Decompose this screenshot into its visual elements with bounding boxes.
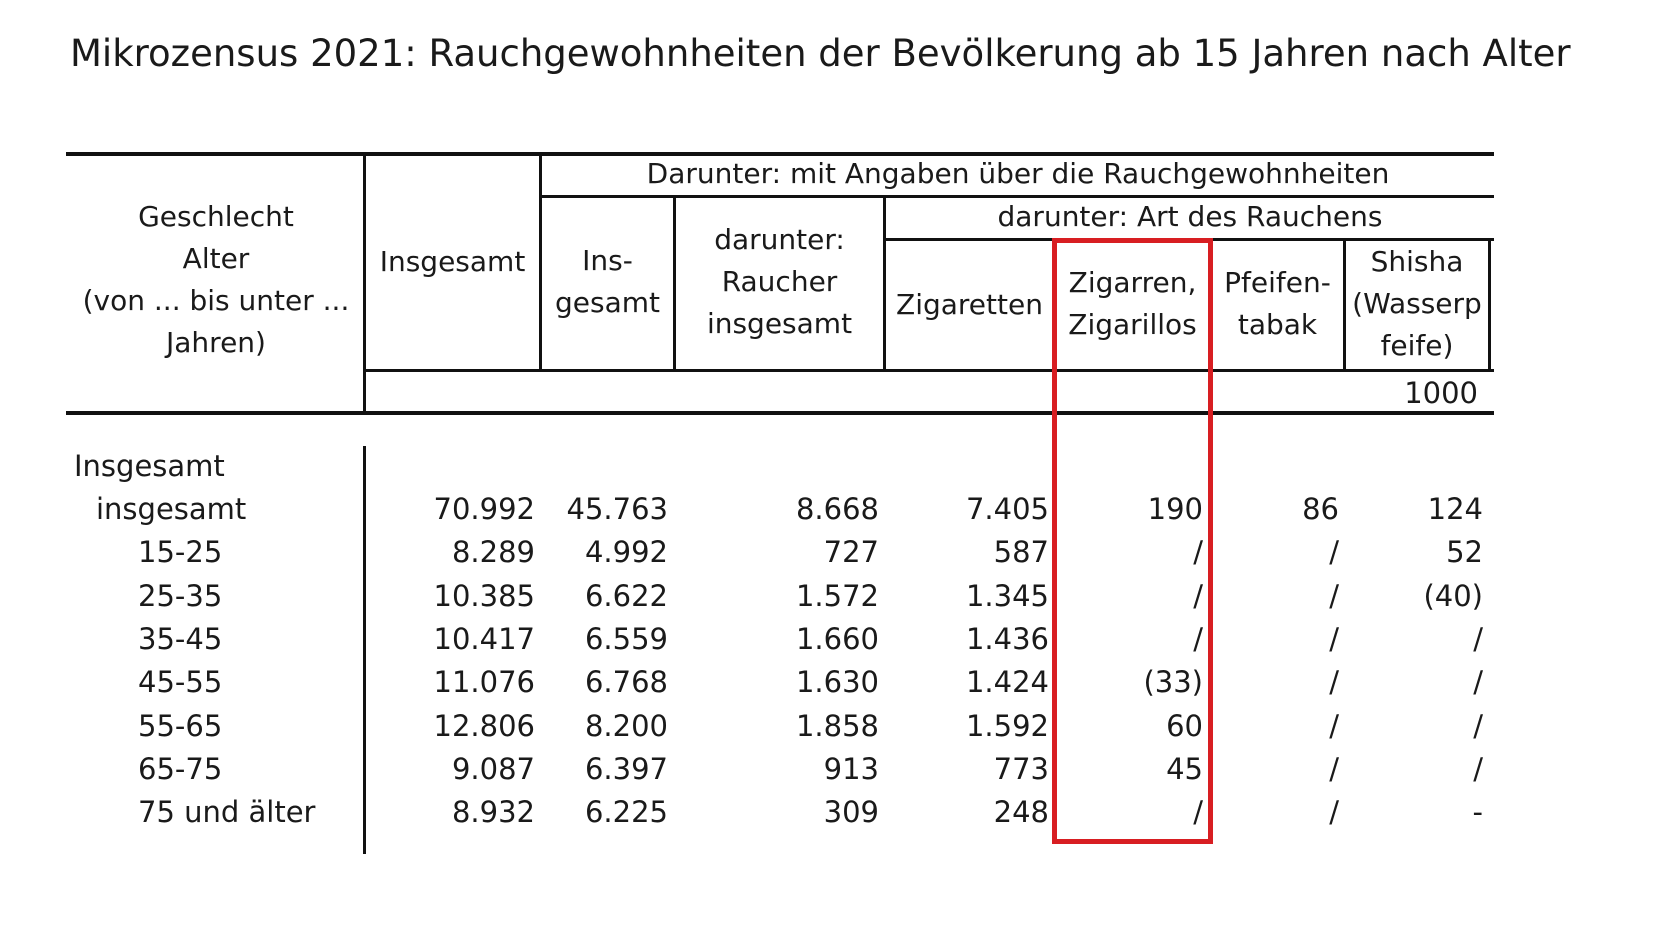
table-cell: 124 [1427, 492, 1483, 526]
unit-label: 1000 [1404, 376, 1478, 410]
table-cell: / [1329, 621, 1339, 656]
table-cell: 8.200 [584, 708, 668, 743]
table-cell: 60 [1166, 708, 1203, 743]
table-cell: 1.572 [795, 578, 879, 613]
col-divider-insgesamt [539, 152, 542, 372]
unit-rule [363, 369, 1494, 372]
table-cell: / [1193, 795, 1203, 830]
row-label: 35-45 [138, 621, 223, 656]
table-cell: / [1329, 708, 1339, 743]
header-ins-gesamt: Ins- gesamt [555, 244, 660, 319]
table-cell: 52 [1446, 535, 1483, 570]
table-cell: 309 [823, 795, 879, 830]
row-label: 75 und älter [138, 795, 316, 830]
table-cell: 6.768 [584, 665, 668, 700]
group-top-rule [539, 195, 1494, 198]
table-cell: 6.559 [584, 621, 668, 656]
table-cell: 1.592 [965, 708, 1049, 743]
table-cell: / [1329, 751, 1339, 786]
table-cell: 86 [1302, 492, 1339, 526]
header-group-top: Darunter: mit Angaben über die Rauchgewo… [646, 157, 1390, 190]
col-divider-shisha [1488, 238, 1491, 372]
col-divider-raucher [883, 195, 886, 372]
table-cell: 11.076 [433, 665, 535, 700]
header-stub: Geschlecht Alter (von ... bis unter ... … [82, 200, 350, 359]
stub-divider-body [363, 446, 366, 854]
table-cell: 45.763 [566, 492, 668, 526]
table-cell: 1.858 [795, 708, 879, 743]
table-cell: 727 [823, 535, 879, 570]
table-top-rule [66, 152, 1494, 156]
table-cell: 45 [1166, 751, 1203, 786]
page-title: Mikrozensus 2021: Rauchgewohnheiten der … [70, 32, 1571, 75]
table-cell: / [1329, 795, 1339, 830]
row-label: 15-25 [138, 535, 223, 570]
table-cell: 773 [993, 751, 1049, 786]
table-cell: 7.405 [965, 492, 1049, 526]
table-cell: (40) [1423, 578, 1483, 613]
table-cell: / [1193, 578, 1203, 613]
row-label: 45-55 [138, 665, 223, 700]
table-cell: 913 [823, 751, 879, 786]
table-cell: / [1329, 535, 1339, 570]
table-cell: 8.932 [451, 795, 535, 830]
table-cell: 1.424 [965, 665, 1049, 700]
table-cell: / [1329, 578, 1339, 613]
table-cell: 1.660 [795, 621, 879, 656]
table-cell: 8.289 [451, 535, 535, 570]
row-label: insgesamt [96, 492, 247, 526]
stub-divider [363, 152, 366, 414]
section-label: Insgesamt [74, 449, 225, 483]
table-cell: 8.668 [795, 492, 879, 526]
header-shisha: Shisha (Wasserp feife) [1352, 245, 1482, 362]
table-cell: - [1472, 795, 1483, 830]
header-pfeife: Pfeifen- tabak [1224, 266, 1331, 341]
table-cell: 587 [993, 535, 1049, 570]
row-label: 55-65 [138, 708, 223, 743]
table-cell: 1.436 [965, 621, 1049, 656]
table-cell: 10.385 [433, 578, 535, 613]
table-cell: 248 [993, 795, 1049, 830]
table-cell: 1.630 [795, 665, 879, 700]
header-group-art: darunter: Art des Rauchens [997, 200, 1383, 233]
table-cell: / [1473, 708, 1483, 743]
row-label: 25-35 [138, 578, 223, 613]
table-cell: 4.992 [584, 535, 668, 570]
table-cell: 1.345 [965, 578, 1049, 613]
header-zigaretten: Zigaretten [896, 288, 1043, 321]
highlight-box-zigarren [1052, 238, 1213, 844]
header-zigarren: Zigarren, Zigarillos [1068, 266, 1197, 341]
table-cell: 6.225 [584, 795, 668, 830]
table-cell: 70.992 [433, 492, 535, 526]
table-cell: / [1193, 535, 1203, 570]
table-cell: 12.806 [433, 708, 535, 743]
header-raucher: darunter: Raucher insgesamt [706, 223, 853, 340]
table-cell: / [1473, 751, 1483, 786]
table-cell: 10.417 [433, 621, 535, 656]
header-insgesamt: Insgesamt [379, 245, 526, 278]
table-cell: (33) [1143, 665, 1203, 700]
col-divider-ins-gesamt [673, 195, 676, 372]
col-divider-pfeife [1343, 238, 1346, 372]
table-cell: / [1193, 621, 1203, 656]
table-cell: / [1473, 621, 1483, 656]
table-cell: / [1473, 665, 1483, 700]
table-cell: 6.622 [584, 578, 668, 613]
table-cell: 190 [1147, 492, 1203, 526]
table-cell: / [1329, 665, 1339, 700]
header-bottom-rule [66, 411, 1494, 415]
row-label: 65-75 [138, 751, 223, 786]
table-cell: 9.087 [451, 751, 535, 786]
table-cell: 6.397 [584, 751, 668, 786]
